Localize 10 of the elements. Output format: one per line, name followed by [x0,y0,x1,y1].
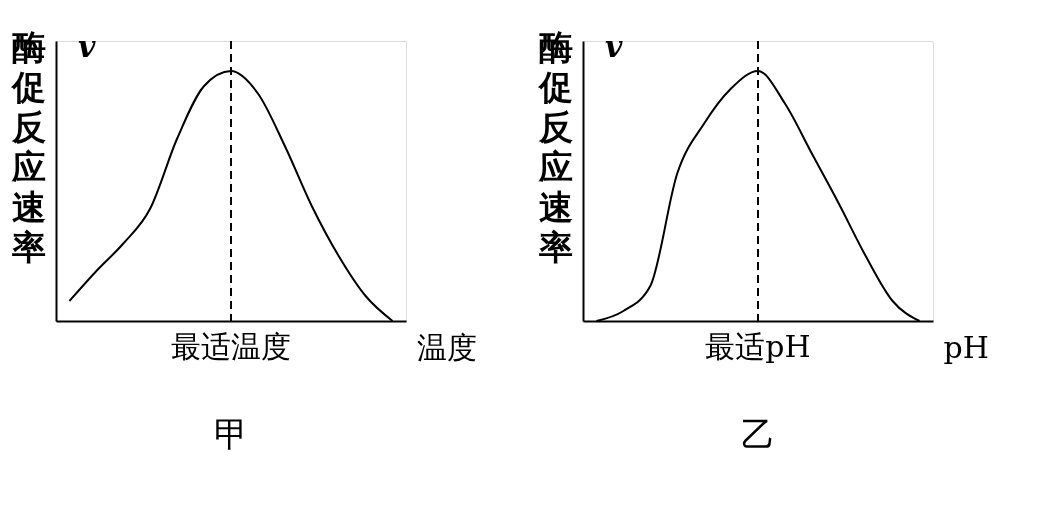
text: 甲 [214,414,248,454]
y-axis-title: 酶促反应速率 [536,26,573,267]
y-axis-title: 酶促反应速率 [9,26,46,267]
text: 乙 [741,414,775,454]
text: v [605,29,623,64]
x-axis-title: 温度 [416,329,477,365]
text: 最适温度 [171,329,291,364]
text: 最适pH [705,329,811,364]
x-axis-title: pH [943,329,989,365]
text: v [78,29,96,64]
